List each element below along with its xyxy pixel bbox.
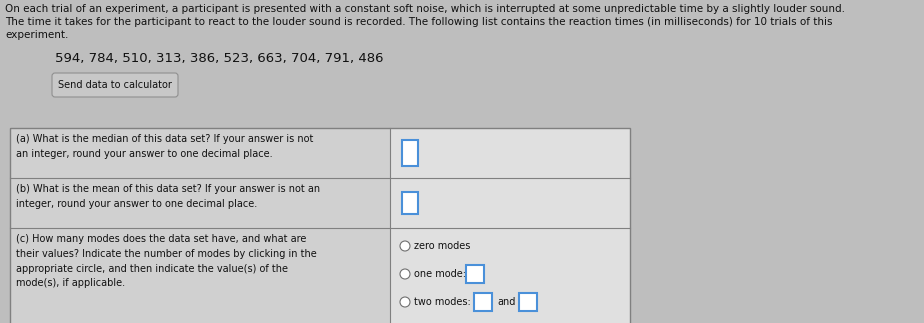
- Text: The time it takes for the participant to react to the louder sound is recorded. : The time it takes for the participant to…: [5, 17, 833, 27]
- FancyBboxPatch shape: [52, 73, 178, 97]
- Text: 594, 784, 510, 313, 386, 523, 663, 704, 791, 486: 594, 784, 510, 313, 386, 523, 663, 704, …: [55, 52, 383, 65]
- Text: zero modes: zero modes: [414, 241, 470, 251]
- Bar: [466, 265, 484, 283]
- Text: (c) How many modes does the data set have, and what are
their values? Indicate t: (c) How many modes does the data set hav…: [16, 234, 317, 288]
- Bar: [390, 128, 630, 323]
- Circle shape: [400, 269, 410, 279]
- Text: two modes:: two modes:: [414, 297, 470, 307]
- Bar: [10, 128, 630, 323]
- Circle shape: [400, 297, 410, 307]
- Bar: [10, 128, 390, 323]
- Text: experiment.: experiment.: [5, 30, 68, 40]
- Text: Send data to calculator: Send data to calculator: [58, 80, 172, 90]
- Text: (a) What is the median of this data set? If your answer is not
an integer, round: (a) What is the median of this data set?…: [16, 134, 313, 159]
- Text: On each trial of an experiment, a participant is presented with a constant soft : On each trial of an experiment, a partic…: [5, 4, 845, 14]
- Bar: [519, 293, 537, 311]
- Text: one mode:: one mode:: [414, 269, 466, 279]
- Circle shape: [400, 241, 410, 251]
- Bar: [402, 192, 418, 214]
- Bar: [402, 140, 418, 166]
- Text: (b) What is the mean of this data set? If your answer is not an
integer, round y: (b) What is the mean of this data set? I…: [16, 184, 320, 209]
- Text: and: and: [497, 297, 516, 307]
- Bar: [474, 293, 492, 311]
